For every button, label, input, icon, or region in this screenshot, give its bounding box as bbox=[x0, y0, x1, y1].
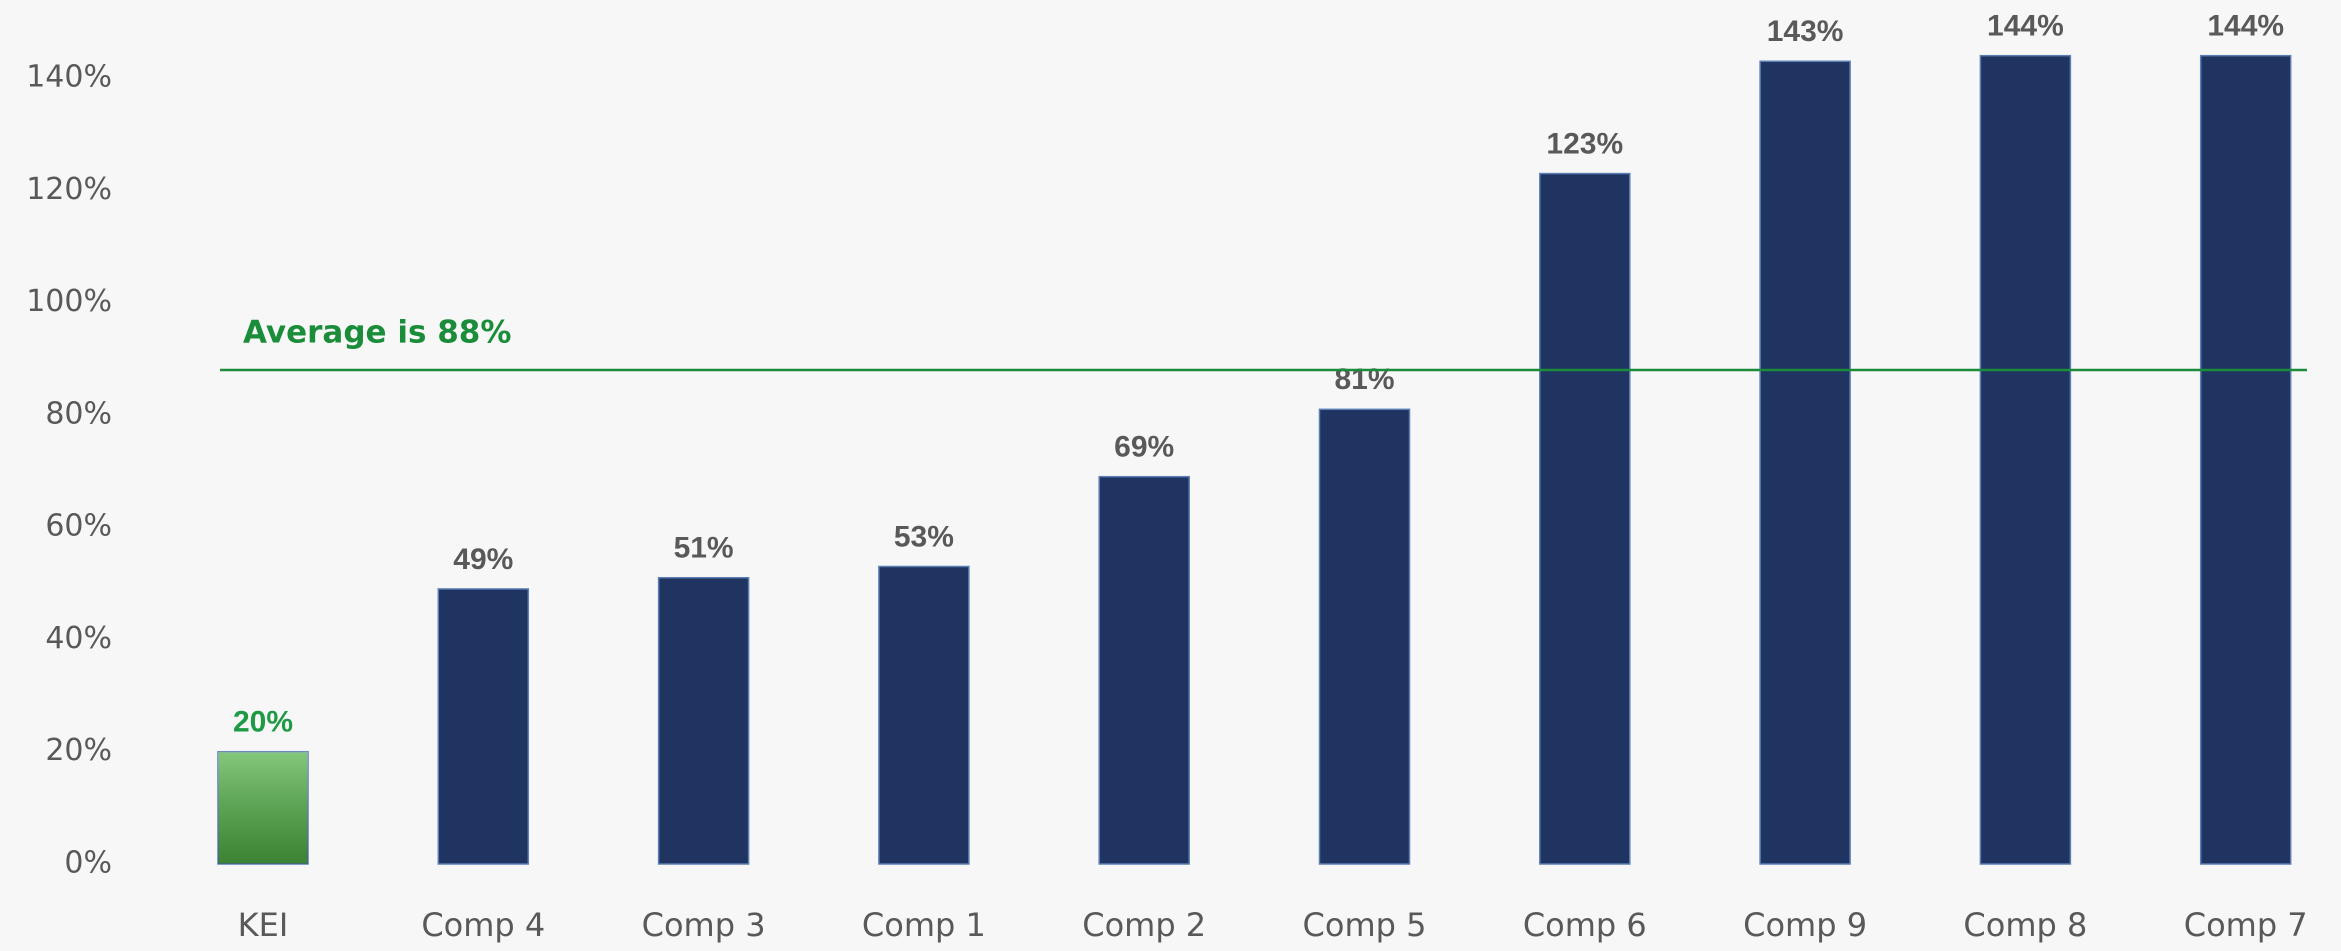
bar bbox=[1759, 60, 1851, 865]
value-label: 49% bbox=[453, 543, 513, 576]
x-tick-label: Comp 8 bbox=[1963, 906, 2087, 944]
y-tick-label: 40% bbox=[45, 621, 112, 656]
bar bbox=[1318, 408, 1411, 865]
bar bbox=[2199, 54, 2292, 865]
value-label: 144% bbox=[1987, 10, 2064, 43]
value-label: 69% bbox=[1114, 431, 1174, 464]
y-tick-label: 100% bbox=[26, 284, 112, 319]
y-tick-label: 80% bbox=[45, 396, 112, 431]
bar bbox=[437, 588, 530, 865]
y-tick-label: 120% bbox=[26, 172, 112, 207]
value-label: 51% bbox=[674, 532, 734, 565]
x-tick-label: KEI bbox=[238, 906, 289, 944]
x-tick-label: Comp 7 bbox=[2184, 906, 2308, 944]
value-label: 20% bbox=[233, 706, 293, 739]
value-label: 123% bbox=[1546, 127, 1623, 160]
value-label: 144% bbox=[2207, 10, 2284, 43]
y-tick-label: 140% bbox=[26, 60, 112, 95]
y-tick-label: 20% bbox=[45, 733, 112, 768]
x-tick-label: Comp 3 bbox=[642, 906, 766, 944]
y-tick-label: 0% bbox=[64, 846, 112, 881]
bar bbox=[1098, 475, 1190, 865]
value-label: 143% bbox=[1767, 15, 1844, 48]
x-tick-label: Comp 2 bbox=[1082, 906, 1206, 944]
bar bbox=[657, 576, 750, 865]
value-label: 81% bbox=[1334, 363, 1394, 396]
x-tick-label: Comp 5 bbox=[1303, 906, 1427, 944]
value-label: 53% bbox=[894, 520, 954, 553]
x-tick-label: Comp 1 bbox=[862, 906, 986, 944]
x-tick-label: Comp 9 bbox=[1743, 906, 1867, 944]
bar-shade bbox=[218, 751, 308, 864]
average-label: Average is 88% bbox=[243, 315, 511, 351]
bar bbox=[1539, 172, 1631, 865]
x-tick-label: Comp 4 bbox=[421, 906, 545, 944]
x-tick-label: Comp 6 bbox=[1523, 906, 1647, 944]
y-tick-label: 60% bbox=[45, 509, 112, 544]
bar bbox=[1979, 54, 2072, 865]
bar bbox=[878, 565, 970, 865]
